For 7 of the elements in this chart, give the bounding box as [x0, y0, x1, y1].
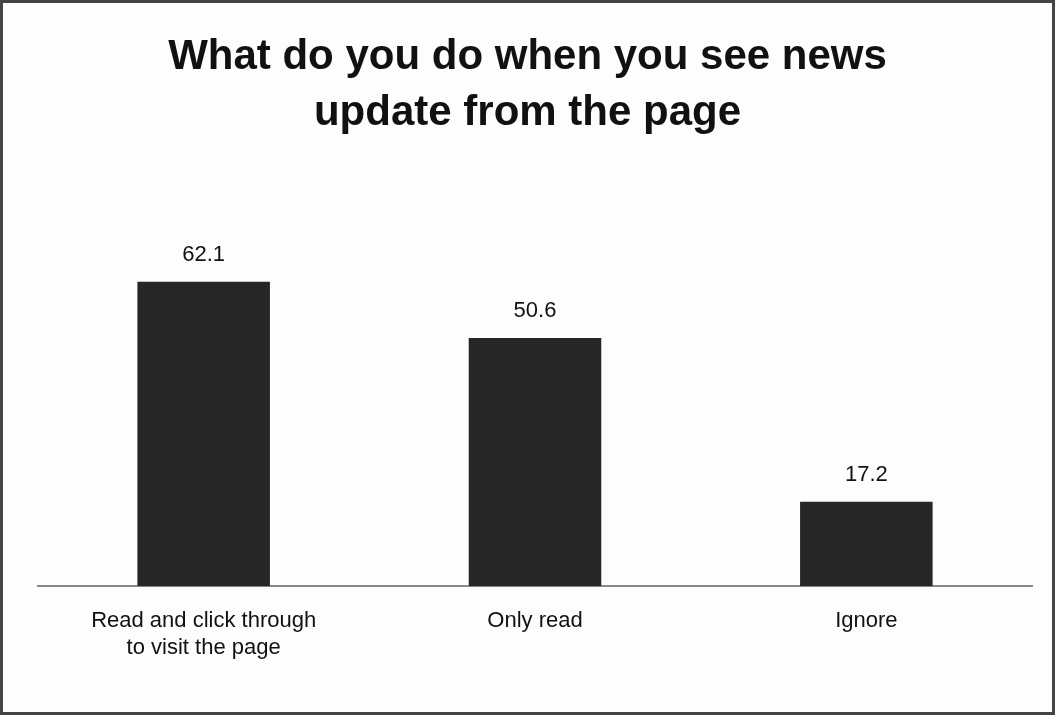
data-label: 62.1 [182, 240, 226, 266]
x-tick-label: Ignore [835, 607, 898, 633]
x-tick-label: Read and click through to visit the page [91, 607, 317, 659]
x-tick-label: Only read [487, 607, 583, 633]
chart-title: What do you do when you see news update from the page [167, 30, 888, 136]
data-label: 50.6 [513, 297, 557, 323]
data-label: 17.2 [844, 460, 888, 486]
